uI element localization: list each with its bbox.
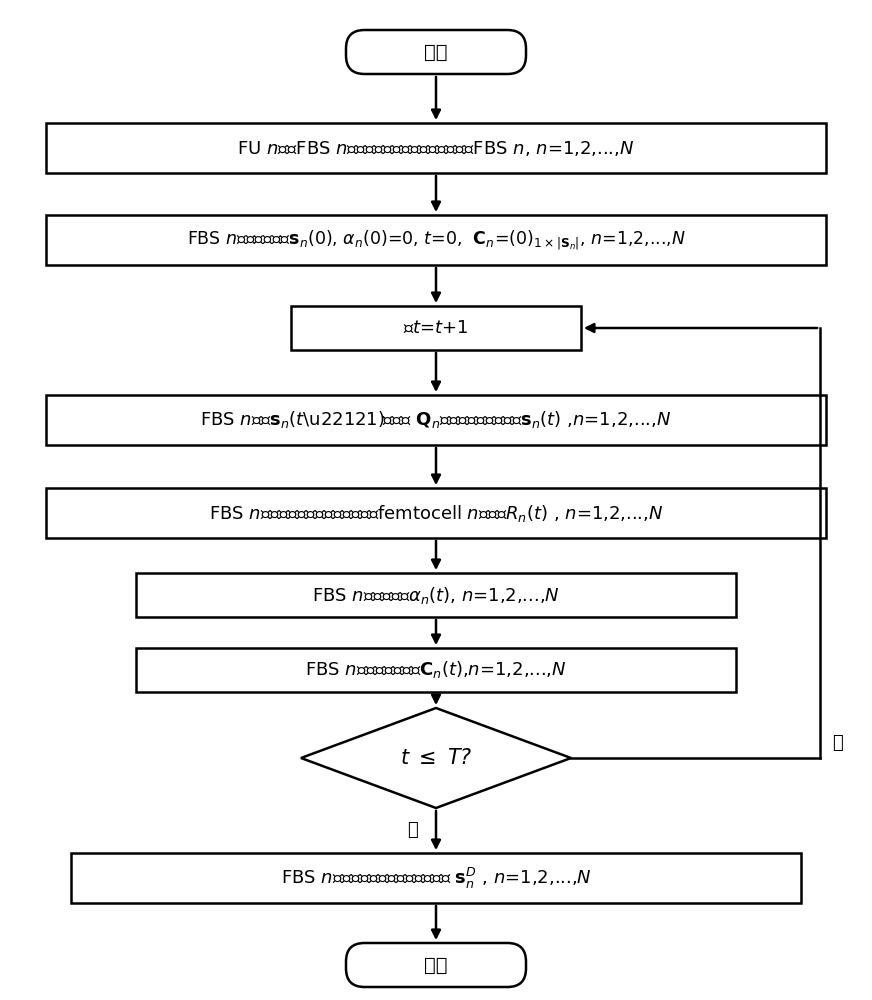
Text: FBS $n$初始化参数：$\mathbf{s}_n$(0), $\alpha_n$(0)=0, $t$=0,  $\mathbf{C}_n$=$(0)_{1\: FBS $n$初始化参数：$\mathbf{s}_n$(0), $\alpha_…	[187, 228, 685, 252]
Text: 是: 是	[407, 822, 418, 840]
FancyBboxPatch shape	[346, 943, 526, 987]
Text: FBS $n$更新策略计数器$\mathbf{C}_n$($t$),$n$=1,2,...,$N$: FBS $n$更新策略计数器$\mathbf{C}_n$($t$),$n$=1,…	[305, 660, 567, 680]
Text: FBS $n$更新其状态$\alpha_n$($t$), $n$=1,2,...,$N$: FBS $n$更新其状态$\alpha_n$($t$), $n$=1,2,...…	[312, 584, 560, 605]
FancyBboxPatch shape	[346, 30, 526, 74]
Text: FU $n$测量FBS $n$到自己的下行信道增益并反馈给FBS $n$, $n$​=1,2,...,$N$: FU $n$测量FBS $n$到自己的下行信道增益并反馈给FBS $n$, $n…	[237, 138, 635, 157]
Polygon shape	[301, 708, 571, 808]
Bar	[136, 648, 736, 692]
Text: FBS $n$根据$\mathbf{s}_n$($t$\u22121)，计算 $\mathbf{Q}_n$，选择新的子载波集$\mathbf{s}_n$($t$: FBS $n$根据$\mathbf{s}_n$($t$\u22121)，计算 $…	[201, 410, 671, 430]
Text: FBS $n$选择其最终使用的子载波集合 $\mathbf{s}_n^D$ , $n$=1,2,...,$N$: FBS $n$选择其最终使用的子载波集合 $\mathbf{s}_n^D$ , …	[281, 865, 591, 891]
Text: 开始: 开始	[425, 42, 447, 62]
Text: 结束: 结束	[425, 956, 447, 974]
Bar	[71, 853, 801, 903]
Bar	[46, 395, 826, 445]
Bar	[46, 123, 826, 173]
Text: FBS $n$测量其所受到的干扰，并计算femtocell $n$的容量$R_n$($t$) , $n$=1,2,...,$N$: FBS $n$测量其所受到的干扰，并计算femtocell $n$的容量$R_n…	[208, 502, 664, 524]
Bar	[46, 215, 826, 265]
Bar	[291, 306, 581, 350]
Text: 否: 否	[832, 734, 842, 752]
Bar	[46, 488, 826, 538]
Text: $t$ $\leq$ $T$?: $t$ $\leq$ $T$?	[399, 748, 473, 768]
Bar	[136, 573, 736, 617]
Text: 令$t$=$t$+1: 令$t$=$t$+1	[403, 319, 469, 337]
